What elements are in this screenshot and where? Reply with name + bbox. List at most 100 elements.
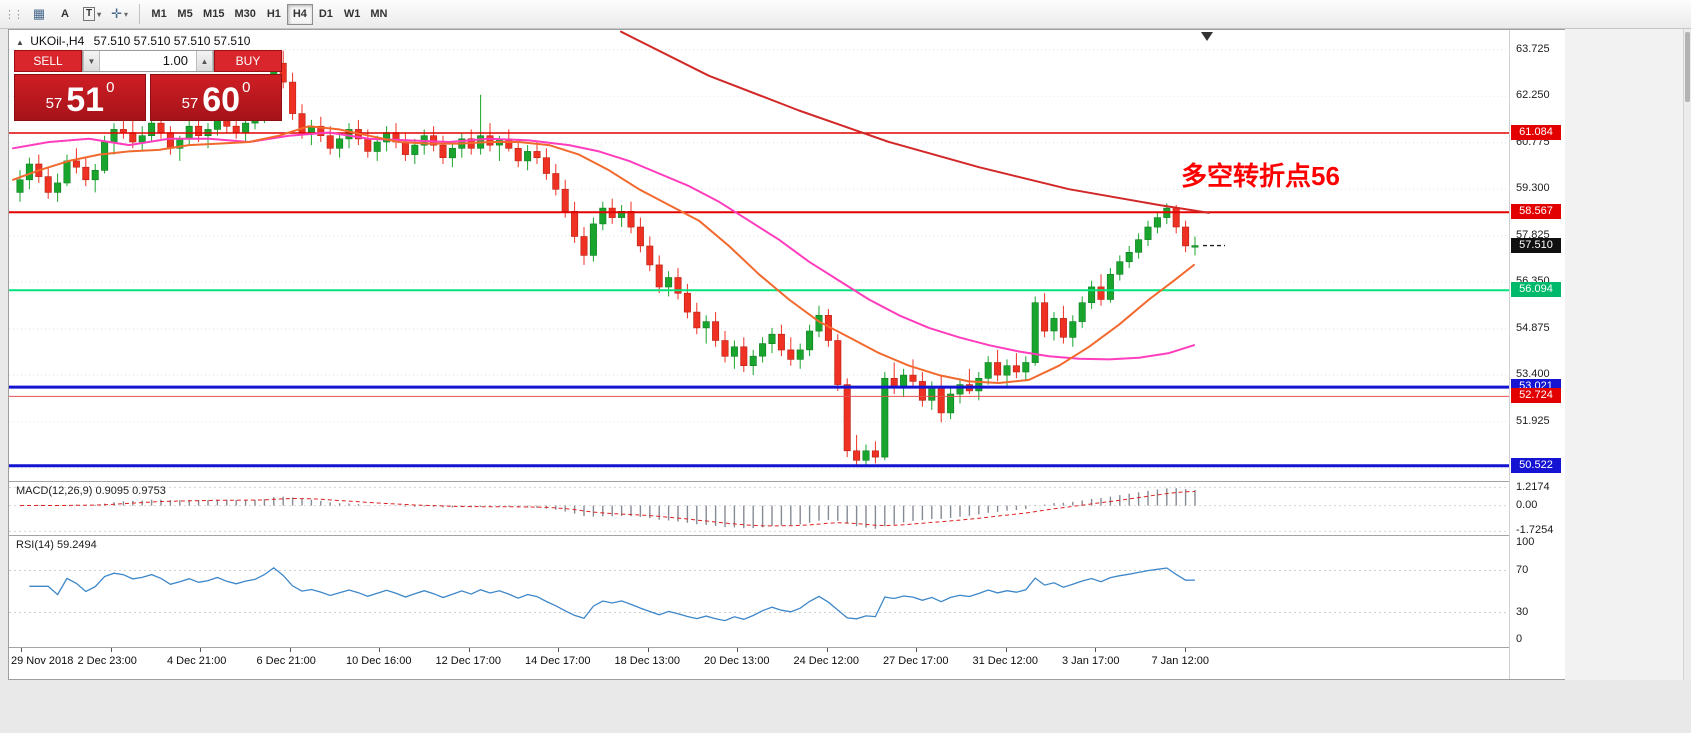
- time-axis-label: 2 Dec 23:00: [77, 655, 137, 667]
- price-axis-label: 63.725: [1516, 42, 1550, 55]
- trend-annotation-text: 多空转折点56: [1181, 161, 1340, 191]
- rsi-axis-label: 0: [1516, 633, 1523, 645]
- rsi-axis-label: 70: [1516, 563, 1529, 576]
- time-axis-label: 6 Dec 21:00: [256, 655, 316, 667]
- time-tick: [1095, 648, 1096, 652]
- time-axis-label: 7 Jan 12:00: [1151, 655, 1210, 667]
- chart-title: ▲ UKOil-,H4 57.510 57.510 57.510 57.510: [16, 34, 250, 48]
- timeframe-m15-button[interactable]: M15: [198, 4, 229, 25]
- price-tag: 56.094: [1511, 282, 1561, 298]
- time-tick: [289, 648, 291, 652]
- time-axis-label: 4 Dec 21:00: [167, 655, 227, 667]
- panel-divider[interactable]: [9, 535, 1564, 536]
- price-axis-label: 51.925: [1516, 414, 1550, 427]
- time-tick: [558, 648, 559, 652]
- time-axis-label: 14 Dec 17:00: [525, 655, 591, 667]
- annotate-a-icon[interactable]: A: [52, 3, 78, 25]
- time-tick: [379, 648, 380, 652]
- sell-button[interactable]: SELL: [14, 50, 82, 72]
- time-axis-label: 31 Dec 12:00: [972, 655, 1038, 667]
- price-axis-label: 59.300: [1516, 182, 1550, 195]
- indicator-grid-icon[interactable]: ▦: [26, 3, 52, 25]
- toolbar-separator: [139, 4, 141, 24]
- buy-button[interactable]: BUY: [214, 50, 282, 72]
- price-chart-canvas[interactable]: [9, 30, 1509, 481]
- macd-axis-label: -1.7254: [1516, 524, 1554, 537]
- macd-axis-label: 0.00: [1516, 498, 1538, 511]
- crosshair-tool-icon[interactable]: ✛ ▾: [106, 3, 133, 25]
- time-axis-label: 12 Dec 17:00: [435, 655, 501, 667]
- chart-toolbar: ⋮⋮ ▦ A T ▾ ✛ ▾ M1 M5 M15 M30 H1 H4 D1 W1 MN: [0, 0, 1691, 29]
- time-tick: [647, 648, 649, 652]
- one-click-trading-panel: SELL ▼ 1.00 ▲ BUY 57 51 0 57 60 0: [14, 50, 282, 121]
- timeframe-w1-button[interactable]: W1: [339, 4, 366, 25]
- time-axis-label: 18 Dec 13:00: [614, 655, 680, 667]
- lot-increase-button[interactable]: ▲: [196, 51, 213, 71]
- time-axis-label: 3 Jan 17:00: [1062, 655, 1120, 667]
- timeframe-h4-button[interactable]: H4: [286, 3, 313, 25]
- rsi-panel-canvas[interactable]: [9, 536, 1509, 647]
- time-tick: [110, 648, 112, 652]
- right-background-area: [1565, 29, 1683, 680]
- time-tick: [21, 648, 22, 652]
- panel-divider: [9, 647, 1564, 648]
- chevron-down-icon: ▾: [124, 9, 129, 19]
- panel-divider[interactable]: [9, 481, 1564, 482]
- timeframe-m1-button[interactable]: M1: [146, 4, 172, 25]
- scrollbar-thumb[interactable]: [1685, 32, 1690, 102]
- text-tool-glyph: T: [83, 7, 96, 21]
- macd-label: MACD(12,26,9) 0.9095 0.9753: [16, 485, 166, 497]
- timeframe-h1-button[interactable]: H1: [261, 4, 287, 25]
- price-tag: 58.567: [1511, 204, 1561, 220]
- lot-decrease-button[interactable]: ▼: [83, 51, 100, 71]
- macd-axis-label: 1.2174: [1516, 481, 1550, 493]
- time-tick: [916, 648, 917, 652]
- price-axis-label: 54.875: [1516, 321, 1550, 334]
- toolbar-grip-icon: ⋮⋮: [4, 8, 24, 21]
- crosshair-glyph: ✛: [111, 6, 123, 21]
- bid-price-display[interactable]: 57 51 0: [14, 74, 146, 121]
- time-axis-label: 27 Dec 17:00: [883, 655, 949, 667]
- ask-big-figure: 57: [181, 95, 199, 112]
- timeframe-d1-button[interactable]: D1: [313, 4, 339, 25]
- time-tick: [1005, 648, 1007, 652]
- timeframe-mn-button[interactable]: MN: [365, 4, 392, 25]
- timeframe-m5-button[interactable]: M5: [172, 4, 198, 25]
- lot-size-control: ▼ 1.00 ▲: [82, 50, 214, 72]
- bid-big-figure: 57: [45, 95, 63, 112]
- price-axis-label: 62.250: [1516, 89, 1550, 102]
- price-tag: 52.724: [1511, 388, 1561, 404]
- vertical-scrollbar[interactable]: [1683, 29, 1691, 680]
- ohlc-readout: 57.510 57.510 57.510 57.510: [93, 34, 251, 48]
- rsi-axis-label: 30: [1516, 605, 1529, 618]
- macd-panel-canvas[interactable]: [9, 482, 1509, 535]
- time-tick: [737, 648, 738, 652]
- text-tool-icon[interactable]: T ▾: [78, 3, 106, 25]
- time-axis-label: 24 Dec 12:00: [793, 655, 859, 667]
- symbol-marker-icon: ▲: [16, 38, 24, 47]
- timeframe-switcher: M1 M5 M15 M30 H1 H4 D1 W1 MN: [146, 3, 392, 25]
- rsi-label: RSI(14) 59.2494: [16, 539, 97, 551]
- price-axis-label: 53.400: [1516, 368, 1550, 381]
- time-axis: 29 Nov 2018 2 Dec 23:00 4 Dec 21:00 6 Dec 2…: [9, 648, 1509, 678]
- price-axis: 63.725 62.250 60.775 59.300 57.825 56.350 54.8…: [1509, 30, 1565, 679]
- chevron-down-icon: ▾: [97, 9, 102, 19]
- time-axis-label: 29 Nov 2018: [11, 655, 74, 667]
- time-tick: [1184, 648, 1186, 652]
- price-tag: 57.510: [1511, 237, 1561, 253]
- price-tag: 61.084: [1511, 125, 1561, 141]
- ask-pipette: 0: [242, 79, 251, 96]
- time-axis-label: 20 Dec 13:00: [704, 655, 770, 667]
- chart-window: ▲ UKOil-,H4 57.510 57.510 57.510 57.510 …: [8, 29, 1565, 680]
- timeframe-m30-button[interactable]: M30: [229, 4, 260, 25]
- time-axis-label: 10 Dec 16:00: [346, 655, 412, 667]
- time-tick: [200, 648, 201, 652]
- time-tick: [826, 648, 828, 652]
- bid-pipette: 0: [106, 79, 115, 96]
- lot-size-value[interactable]: 1.00: [162, 53, 188, 68]
- bid-pips: 51: [66, 81, 105, 119]
- time-tick: [468, 648, 470, 652]
- ask-price-display[interactable]: 57 60 0: [150, 74, 282, 121]
- price-tag: 50.522: [1511, 457, 1561, 473]
